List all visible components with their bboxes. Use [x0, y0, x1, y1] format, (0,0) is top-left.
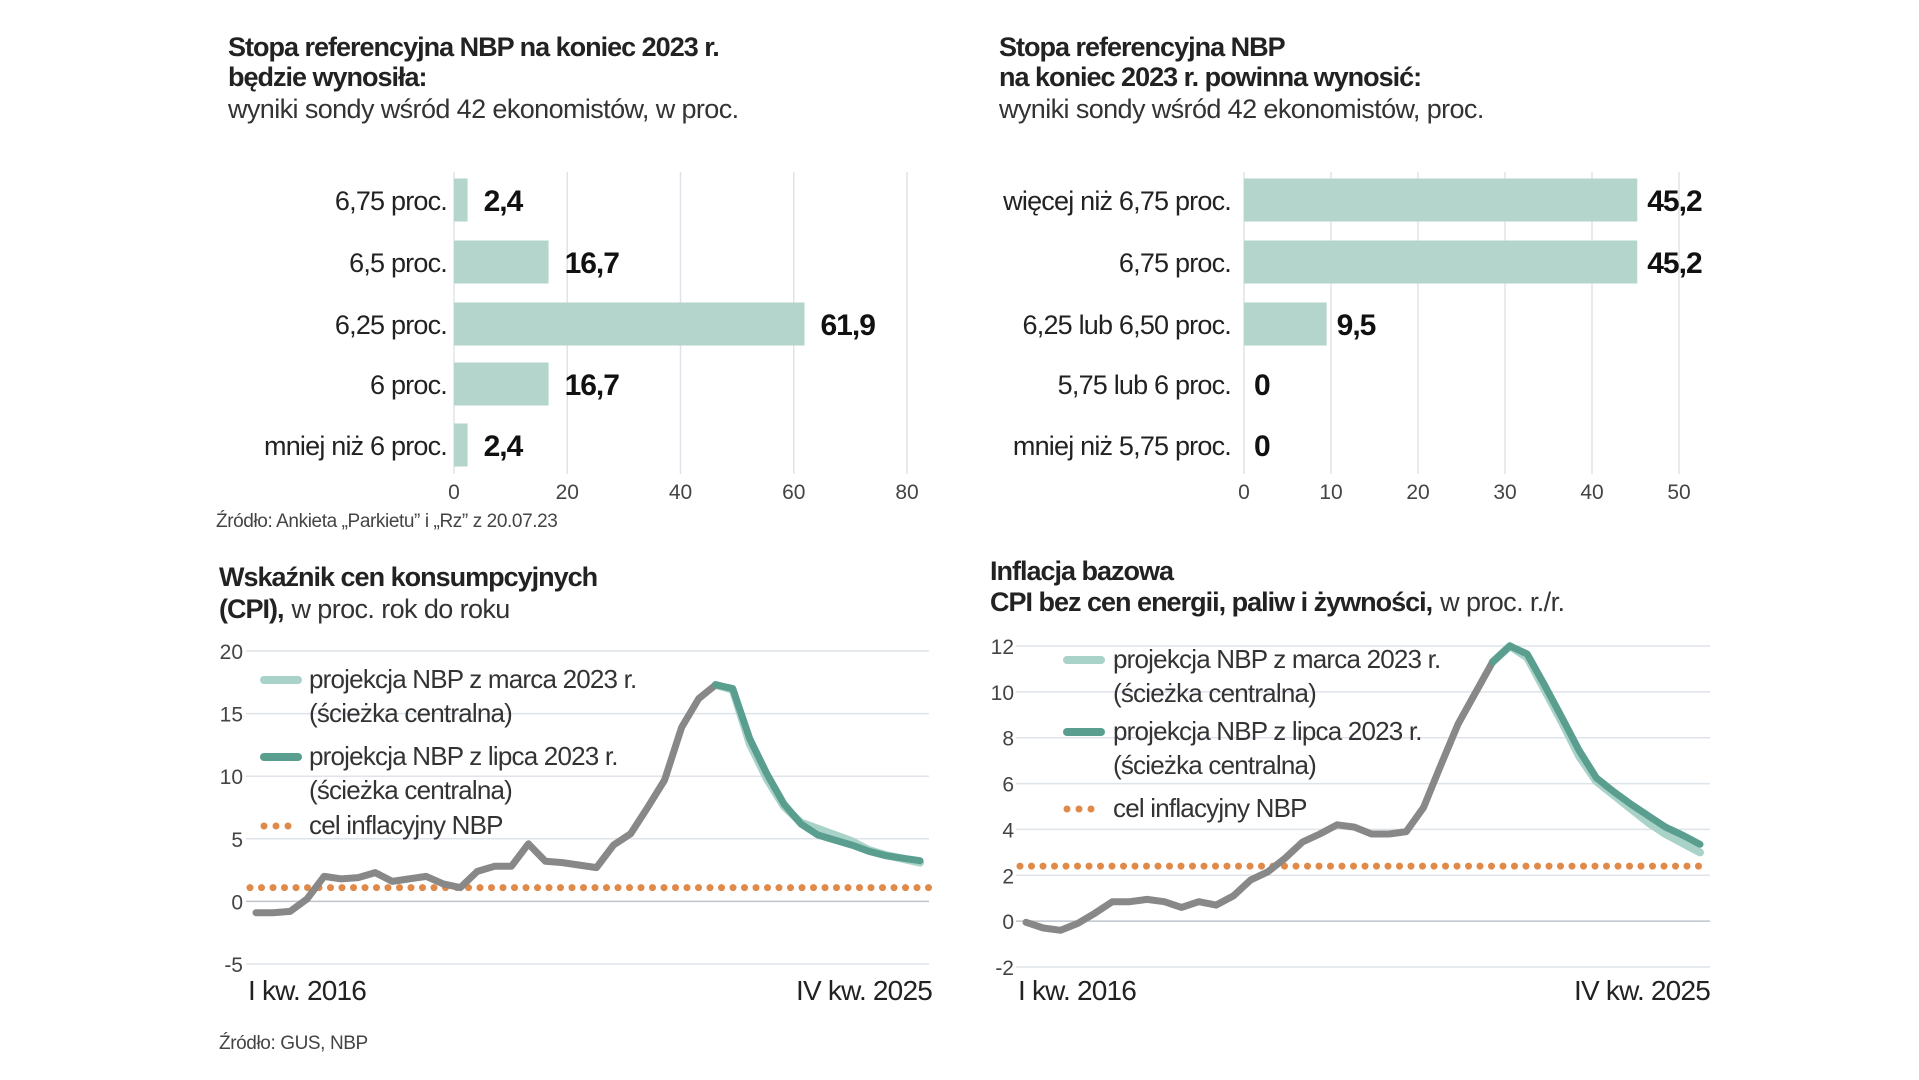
legend-sublabel: (ścieżka centralna)	[1113, 750, 1316, 780]
y-tick-label: 20	[220, 641, 243, 664]
chart-2-title-line-2: na koniec 2023 r. powinna wynosić:	[999, 62, 1421, 92]
legend-label: cel inflacyjny NBP	[309, 810, 503, 840]
bar-value-label: 16,7	[565, 369, 620, 402]
y-tick-label: -2	[995, 957, 1014, 980]
chart-3-header: Wskaźnik cen konsumpcyjnych (CPI), w proc…	[219, 562, 598, 624]
category-label: 6,25 lub 6,50 proc.	[1023, 310, 1231, 340]
bar-value-label: 45,2	[1647, 185, 1702, 218]
legend: projekcja NBP z marca 2023 r. (ścieżka ce…	[1063, 644, 1441, 823]
bar-value-label: 61,9	[821, 309, 876, 342]
bar-value-label: 0	[1254, 430, 1270, 463]
y-tick-label: 12	[991, 636, 1014, 659]
y-tick-label: 4	[1002, 819, 1014, 842]
x-tick-label: 0	[1238, 481, 1250, 504]
series-actual	[252, 681, 720, 917]
series-actual	[1022, 658, 1497, 934]
category-label: 6 proc.	[370, 370, 447, 400]
legend-label: projekcja NBP z lipca 2023 r.	[1113, 716, 1422, 746]
legend-label: projekcja NBP z marca 2023 r.	[1113, 644, 1440, 674]
bar	[454, 302, 805, 346]
y-tick-label: 0	[231, 891, 243, 914]
chart-4-plot: -2 0 2 4 6 8 10 12 projekcja NBP z marca 2023 r.…	[991, 636, 1714, 1006]
category-label: 6,75 proc.	[1119, 248, 1231, 278]
chart-4-title-line-2: CPI bez cen energii, paliw i żywności, w …	[990, 587, 1564, 617]
chart-3-source: Źródło: GUS, NBP	[219, 1033, 368, 1054]
chart-2-subtitle: wyniki sondy wśród 42 ekonomistów, proc.	[998, 94, 1484, 124]
series-march-projection	[1488, 642, 1704, 857]
chart-4-title-bold: CPI bez cen energii, paliw i żywności,	[990, 587, 1432, 617]
x-start-label: I kw. 2016	[1018, 975, 1136, 1006]
chart-3-title-bold: (CPI),	[219, 594, 284, 624]
legend-sublabel: (ścieżka centralna)	[1113, 678, 1316, 708]
bar	[1244, 240, 1638, 284]
chart-2-title-line-1: Stopa referencyjna NBP	[999, 32, 1286, 62]
legend-label: projekcja NBP z marca 2023 r.	[309, 664, 636, 694]
category-label: 6,25 proc.	[335, 310, 447, 340]
category-label: mniej niż 6 proc.	[264, 431, 447, 461]
legend: projekcja NBP z marca 2023 r. (ścieżka ce…	[260, 664, 637, 840]
y-tick-label: 8	[1002, 728, 1014, 751]
x-tick-label: 0	[448, 481, 460, 504]
bar	[454, 362, 549, 406]
y-tick-label: 15	[220, 704, 243, 727]
y-tick-label: 5	[231, 829, 243, 852]
x-tick-label: 20	[556, 481, 579, 504]
bar	[454, 240, 549, 284]
chart-1-subtitle: wyniki sondy wśród 42 ekonomistów, w pro…	[227, 94, 739, 124]
chart-1-header: Stopa referencyjna NBP na koniec 2023 r.…	[227, 32, 739, 124]
chart-1-plot: 0 20 40 60 80 6,75 proc. 2,4 6,5 proc. 16,7 6,25 …	[264, 172, 919, 504]
x-end-label: IV kw. 2025	[796, 975, 932, 1006]
chart-1-title-line-2: będzie wynosiła:	[228, 62, 427, 92]
x-end-label: IV kw. 2025	[1574, 975, 1710, 1006]
y-tick-label: -5	[224, 954, 243, 977]
x-tick-label: 80	[895, 481, 918, 504]
bar-value-label: 16,7	[565, 247, 620, 280]
chart-1-title-line-1: Stopa referencyjna NBP na koniec 2023 r.	[228, 32, 719, 62]
chart-4-header: Inflacja bazowa CPI bez cen energii, pal…	[990, 556, 1565, 617]
chart-2-plot: 0 10 20 30 40 50 więcej niż 6,75 proc. 45,2 6,75…	[1002, 172, 1703, 504]
y-tick-label: 10	[991, 682, 1014, 705]
x-start-label: I kw. 2016	[248, 975, 366, 1006]
category-label: 6,5 proc.	[349, 248, 447, 278]
bar	[1244, 302, 1327, 346]
x-tick-label: 30	[1493, 481, 1516, 504]
legend-sublabel: (ścieżka centralna)	[309, 775, 512, 805]
category-label: 5,75 lub 6 proc.	[1058, 370, 1231, 400]
x-tick-label: 10	[1319, 481, 1342, 504]
x-tick-label: 60	[782, 481, 805, 504]
series-july-projection	[1489, 642, 1704, 848]
chart-3-title-line-2: (CPI), w proc. rok do roku	[219, 594, 510, 624]
legend-sublabel: (ścieżka centralna)	[309, 698, 512, 728]
y-tick-label: 0	[1002, 911, 1014, 934]
bar-value-label: 2,4	[484, 430, 524, 463]
x-tick-label: 50	[1667, 481, 1690, 504]
bar	[1244, 178, 1638, 222]
y-tick-label: 6	[1002, 774, 1014, 797]
bar-value-label: 2,4	[484, 185, 524, 218]
chart-4-subtitle: w proc. r./r.	[1439, 587, 1564, 617]
legend-label: cel inflacyjny NBP	[1113, 793, 1307, 823]
y-tick-label: 2	[1002, 865, 1014, 888]
bar	[454, 178, 468, 222]
y-tick-label: 10	[220, 766, 243, 789]
chart-1-source: Źródło: Ankieta „Parkietu” i „Rz” z 20.0…	[216, 511, 557, 532]
x-tick-label: 40	[1580, 481, 1603, 504]
category-label: mniej niż 5,75 proc.	[1013, 431, 1231, 461]
category-label: więcej niż 6,75 proc.	[1002, 186, 1231, 216]
bar	[454, 423, 468, 467]
legend-label: projekcja NBP z lipca 2023 r.	[309, 741, 618, 771]
bar-value-label: 0	[1254, 369, 1270, 402]
chart-2-header: Stopa referencyjna NBP na koniec 2023 r.…	[998, 32, 1484, 124]
x-tick-label: 20	[1406, 481, 1429, 504]
chart-3-subtitle: w proc. rok do roku	[291, 594, 510, 624]
chart-4-title-line-1: Inflacja bazowa	[990, 556, 1175, 586]
series-july-projection	[712, 681, 924, 865]
chart-3-plot: -5 0 5 10 15 20 projekcja NBP z marca 2023 r. (…	[220, 641, 933, 1006]
bar-value-label: 45,2	[1647, 247, 1702, 280]
bar-value-label: 9,5	[1337, 309, 1376, 342]
x-tick-label: 40	[669, 481, 692, 504]
category-label: 6,75 proc.	[335, 186, 447, 216]
chart-3-title-line-1: Wskaźnik cen konsumpcyjnych	[219, 562, 597, 592]
